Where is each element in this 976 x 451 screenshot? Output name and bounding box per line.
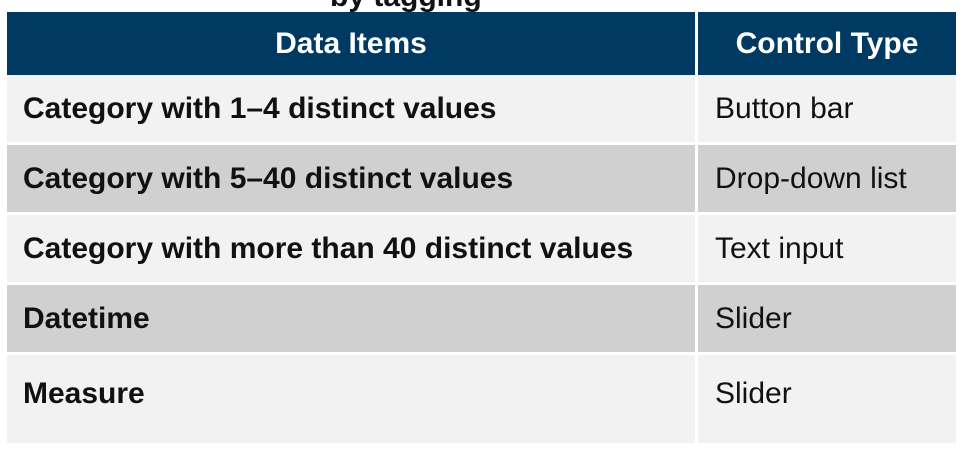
table-row: Category with more than 40 distinct valu… (7, 212, 956, 282)
clipped-caption: by tagging (0, 0, 976, 12)
header-data-items: Data Items (7, 12, 695, 75)
table-row: Datetime Slider (7, 282, 956, 352)
data-item-cell: Measure (7, 355, 695, 443)
control-type-cell: Text input (695, 215, 956, 282)
data-item-cell: Category with more than 40 distinct valu… (7, 215, 695, 282)
control-type-cell: Slider (695, 355, 956, 443)
control-type-cell: Slider (695, 285, 956, 352)
header-control-type: Control Type (695, 12, 956, 75)
data-items-table: Data Items Control Type Category with 1–… (7, 12, 956, 443)
control-type-cell: Button bar (695, 75, 956, 142)
control-type-cell: Drop-down list (695, 145, 956, 212)
table-row: Measure Slider (7, 352, 956, 443)
table-header-row: Data Items Control Type (7, 12, 956, 75)
data-item-cell: Category with 5–40 distinct values (7, 145, 695, 212)
clipped-caption-text: by tagging (330, 0, 482, 12)
table-row: Category with 1–4 distinct values Button… (7, 75, 956, 142)
table-row: Category with 5–40 distinct values Drop-… (7, 142, 956, 212)
data-item-cell: Category with 1–4 distinct values (7, 75, 695, 142)
data-item-cell: Datetime (7, 285, 695, 352)
